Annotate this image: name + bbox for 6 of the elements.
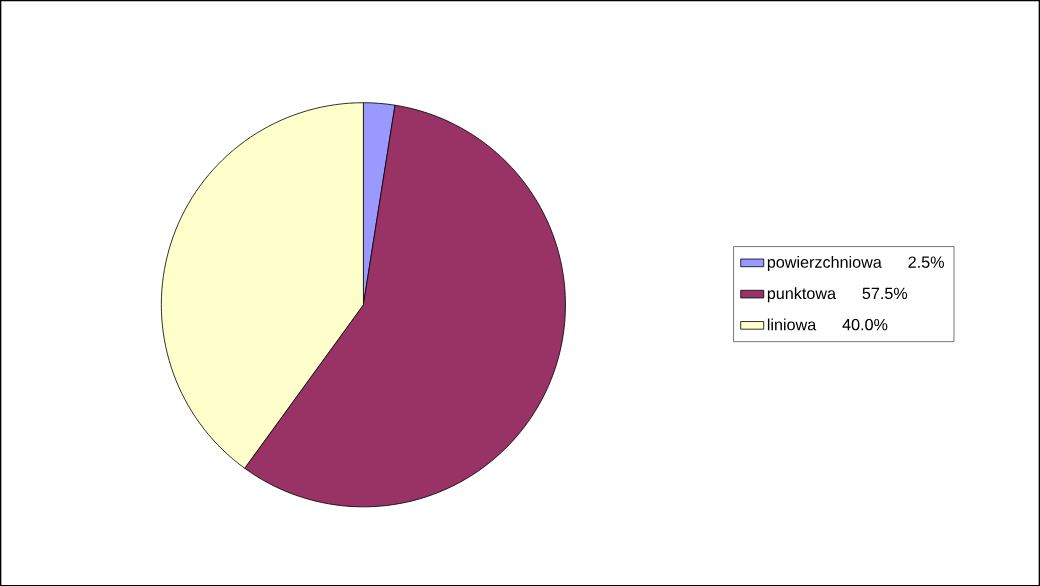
data-label: 57.5% [862,287,908,299]
legend-label: punktowa [767,287,836,303]
data-label: 40.0% [842,318,888,331]
legend-label: liniowa [767,318,817,331]
data-label: 2.5% [908,256,944,268]
legend-label: powierzchniowa [767,255,882,271]
